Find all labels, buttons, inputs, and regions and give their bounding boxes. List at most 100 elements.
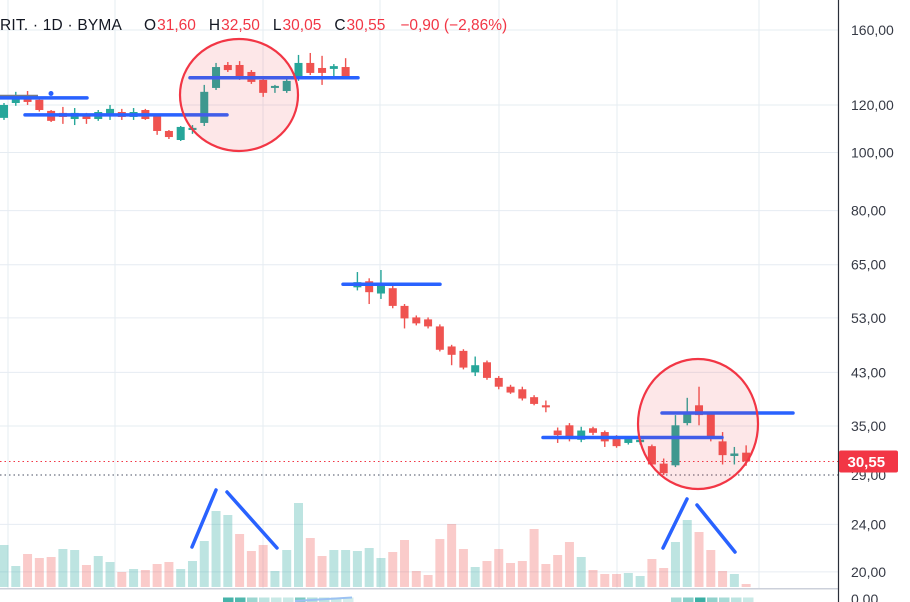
candle [447, 346, 456, 355]
trend-line[interactable] [225, 490, 279, 550]
candle [106, 108, 115, 114]
indicator-line [294, 596, 353, 602]
pane-separator[interactable] [0, 588, 910, 590]
candle [282, 80, 291, 92]
indicator-bar [247, 597, 258, 602]
candle [506, 386, 515, 393]
volume-bar [129, 569, 139, 587]
low-value: 30,05 [282, 17, 322, 34]
axis-label: 20,00 [851, 564, 886, 580]
trend-line[interactable] [190, 488, 218, 549]
indicator-bar [731, 597, 742, 602]
volume-bar [600, 574, 610, 587]
candle [153, 114, 162, 131]
ohlc-open: O31,60 [144, 17, 196, 35]
candle [624, 439, 633, 443]
volume-bar [482, 561, 492, 587]
volume-bar [411, 571, 421, 587]
trend-line[interactable] [695, 503, 737, 554]
volume-bar [388, 552, 398, 587]
open-label: O [144, 17, 157, 34]
indicator-bar [331, 597, 342, 602]
candle [270, 85, 279, 88]
candle [341, 67, 350, 77]
indicator-bar [235, 597, 246, 602]
candle [0, 104, 8, 118]
ohlc-close: C30,55 [334, 17, 385, 35]
indicator-bar [683, 597, 694, 602]
volume-bar [529, 529, 539, 587]
volume-bar [623, 573, 633, 587]
volume-bar [647, 559, 657, 587]
volume-bar [140, 570, 150, 587]
axis-label: 80,00 [851, 203, 886, 219]
price-badge-value: 30,55 [848, 454, 886, 471]
volume-bar [187, 561, 197, 587]
volume-bar [282, 550, 292, 587]
volume-bar [612, 574, 622, 587]
candle [518, 389, 527, 399]
volume-bar [458, 549, 468, 587]
price-axis[interactable] [838, 0, 910, 602]
volume-bar [670, 542, 680, 587]
candle [459, 350, 468, 368]
indicator-bar [223, 597, 234, 602]
indicator-bar [695, 597, 706, 602]
symbol-legend: RIT. · 1D · BYMA O31,60 H32,50 L30,05 C3… [0, 17, 507, 35]
volume-bar [199, 541, 209, 587]
volume-bar [117, 572, 127, 587]
high-label: H [208, 17, 221, 34]
indicator-bar [271, 597, 282, 602]
candle [683, 412, 692, 424]
candle [494, 377, 503, 387]
volume-bar [211, 511, 221, 587]
volume-bar [447, 524, 457, 587]
ohlc-high: H32,50 [209, 17, 260, 35]
candle [235, 64, 244, 77]
volume-bar [270, 571, 280, 587]
volume-bar [541, 564, 551, 587]
volume-bar [364, 548, 374, 587]
volume-bar [729, 574, 739, 587]
volume-bar [105, 562, 115, 587]
indicator-bar [343, 597, 354, 602]
axis-label-zero: 0,00 [851, 591, 878, 602]
candle [695, 405, 704, 416]
candle [259, 79, 268, 93]
axis-label: 24,00 [851, 516, 886, 532]
axis-label: 35,00 [851, 418, 886, 434]
volume-bar [494, 549, 504, 587]
anchor-dot[interactable] [48, 91, 54, 96]
candle [435, 326, 444, 350]
volume-bar [517, 561, 527, 587]
volume-bar [11, 566, 21, 587]
candle [306, 62, 315, 73]
volume-bar [341, 550, 351, 587]
volume-bar [317, 556, 327, 587]
candle [718, 441, 727, 456]
candle [671, 425, 680, 466]
symbol-title[interactable]: RIT. · 1D · BYMA [0, 17, 123, 34]
volume-bar [23, 554, 33, 587]
candle [200, 91, 209, 123]
axis-label: 53,00 [851, 310, 886, 326]
indicator-bar [259, 597, 270, 602]
candle [23, 98, 32, 102]
volume-bar [706, 550, 716, 587]
highlight-circle[interactable] [178, 37, 300, 153]
volume-bar [682, 520, 692, 587]
volume-bar [81, 565, 91, 587]
axis-label: 65,00 [851, 257, 886, 273]
candle [365, 281, 374, 293]
candle [530, 397, 539, 404]
indicator-bar [719, 597, 730, 602]
candle [647, 446, 656, 465]
volume-bar [176, 569, 186, 587]
candle [376, 285, 385, 294]
highlight-circle[interactable] [636, 357, 760, 491]
candle [176, 126, 185, 141]
volume-bar [718, 571, 728, 587]
trend-line[interactable] [661, 497, 689, 550]
close-value: 30,55 [346, 17, 386, 34]
